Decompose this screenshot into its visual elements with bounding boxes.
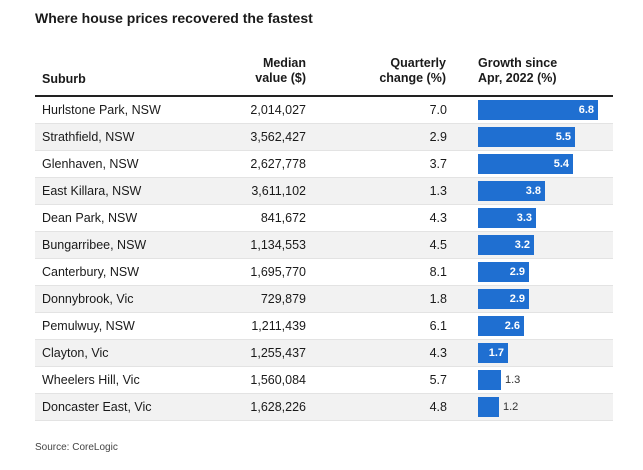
growth-bar (478, 289, 529, 309)
suburb-cell: Canterbury, NSW (42, 265, 140, 279)
table-row: Glenhaven, NSW 2,627,778 3.7 5.4 (35, 151, 613, 178)
growth-bar-cell: 3.3 (478, 208, 613, 228)
growth-bar-cell: 6.8 (478, 100, 613, 120)
growth-bar-label: 6.8 (578, 104, 594, 116)
growth-bar (478, 127, 575, 147)
suburb-cell: Clayton, Vic (42, 346, 109, 360)
column-header-median-value: Median value ($) (255, 56, 306, 85)
median-value-cell: 1,560,084 (250, 373, 306, 387)
median-value-cell: 2,014,027 (250, 103, 306, 117)
quarterly-change-cell: 3.7 (429, 157, 447, 171)
suburb-cell: Donnybrook, Vic (42, 292, 134, 306)
suburb-cell: Strathfield, NSW (42, 130, 135, 144)
table-row: Dean Park, NSW 841,672 4.3 3.3 (35, 205, 613, 232)
table-row: Doncaster East, Vic 1,628,226 4.8 1.2 (35, 394, 613, 421)
growth-bar-label: 2.9 (509, 266, 525, 278)
growth-bar-cell: 2.9 (478, 262, 613, 282)
quarterly-change-cell: 1.8 (429, 292, 447, 306)
growth-bar (478, 316, 524, 336)
median-value-cell: 1,695,770 (250, 265, 306, 279)
growth-bar-label: 3.2 (514, 239, 530, 251)
growth-bar-label: 5.5 (555, 131, 571, 143)
growth-bar (478, 343, 508, 363)
growth-bar (478, 262, 529, 282)
growth-bar-label: 1.7 (488, 347, 504, 359)
suburb-cell: Dean Park, NSW (42, 211, 138, 225)
median-value-cell: 1,134,553 (250, 238, 306, 252)
table-row: Canterbury, NSW 1,695,770 8.1 2.9 (35, 259, 613, 286)
growth-bar-label: 5.4 (553, 158, 569, 170)
source-note: Source: CoreLogic (35, 442, 118, 453)
growth-bar-cell: 1.3 (478, 370, 613, 390)
suburb-cell: Hurlstone Park, NSW (42, 103, 161, 117)
quarterly-change-cell: 4.8 (429, 400, 447, 414)
growth-bar-cell: 1.2 (478, 397, 613, 417)
suburb-cell: Wheelers Hill, Vic (42, 373, 140, 387)
column-header-growth-since: Growth since Apr, 2022 (%) (478, 56, 558, 85)
growth-bar (478, 181, 545, 201)
suburb-cell: Bungarribee, NSW (42, 238, 147, 252)
growth-bar (478, 154, 573, 174)
growth-bar (478, 397, 499, 417)
table-row: Hurlstone Park, NSW 2,014,027 7.0 6.8 (35, 97, 613, 124)
growth-bar-label: 2.9 (509, 293, 525, 305)
quarterly-change-cell: 2.9 (429, 130, 447, 144)
growth-bar-label: 1.2 (503, 401, 519, 413)
table-row: Donnybrook, Vic 729,879 1.8 2.9 (35, 286, 613, 313)
table-row: Bungarribee, NSW 1,134,553 4.5 3.2 (35, 232, 613, 259)
growth-bar-cell: 2.9 (478, 289, 613, 309)
median-value-cell: 3,611,102 (251, 184, 306, 198)
growth-bar-cell: 5.5 (478, 127, 613, 147)
quarterly-change-cell: 4.3 (429, 346, 447, 360)
table-row: East Killara, NSW 3,611,102 1.3 3.8 (35, 178, 613, 205)
quarterly-change-cell: 4.5 (429, 238, 447, 252)
growth-bar-label: 1.3 (505, 374, 521, 386)
quarterly-change-cell: 4.3 (429, 211, 447, 225)
growth-bar (478, 235, 534, 255)
median-value-cell: 729,879 (260, 292, 306, 306)
table-row: Strathfield, NSW 3,562,427 2.9 5.5 (35, 124, 613, 151)
quarterly-change-cell: 7.0 (429, 103, 447, 117)
table-row: Wheelers Hill, Vic 1,560,084 5.7 1.3 (35, 367, 613, 394)
growth-bar-cell: 2.6 (478, 316, 613, 336)
growth-bar (478, 370, 501, 390)
growth-bar-label: 3.8 (525, 185, 541, 197)
table-row: Clayton, Vic 1,255,437 4.3 1.7 (35, 340, 613, 367)
column-header-suburb: Suburb (42, 72, 86, 86)
quarterly-change-cell: 5.7 (429, 373, 447, 387)
quarterly-change-cell: 1.3 (429, 184, 447, 198)
median-value-cell: 1,628,226 (250, 400, 306, 414)
suburb-cell: Doncaster East, Vic (42, 400, 152, 414)
data-table: Hurlstone Park, NSW 2,014,027 7.0 6.8 Strath… (35, 97, 613, 421)
growth-bar-cell: 1.7 (478, 343, 613, 363)
median-value-cell: 2,627,778 (250, 157, 306, 171)
growth-bar (478, 100, 598, 120)
growth-bar (478, 208, 536, 228)
suburb-cell: East Killara, NSW (42, 184, 142, 198)
suburb-cell: Glenhaven, NSW (42, 157, 139, 171)
column-header-quarterly-change: Quarterly change (%) (379, 56, 446, 85)
growth-bar-label: 3.3 (516, 212, 532, 224)
suburb-cell: Pemulwuy, NSW (42, 319, 135, 333)
median-value-cell: 841,672 (260, 211, 306, 225)
chart-title: Where house prices recovered the fastest (35, 10, 313, 26)
table-row: Pemulwuy, NSW 1,211,439 6.1 2.6 (35, 313, 613, 340)
median-value-cell: 1,255,437 (250, 346, 306, 360)
median-value-cell: 1,211,439 (251, 319, 306, 333)
growth-bar-label: 2.6 (504, 320, 520, 332)
growth-bar-cell: 5.4 (478, 154, 613, 174)
growth-bar-cell: 3.2 (478, 235, 613, 255)
quarterly-change-cell: 8.1 (429, 265, 447, 279)
quarterly-change-cell: 6.1 (429, 319, 447, 333)
header-divider (35, 95, 613, 97)
median-value-cell: 3,562,427 (250, 130, 306, 144)
growth-bar-cell: 3.8 (478, 181, 613, 201)
